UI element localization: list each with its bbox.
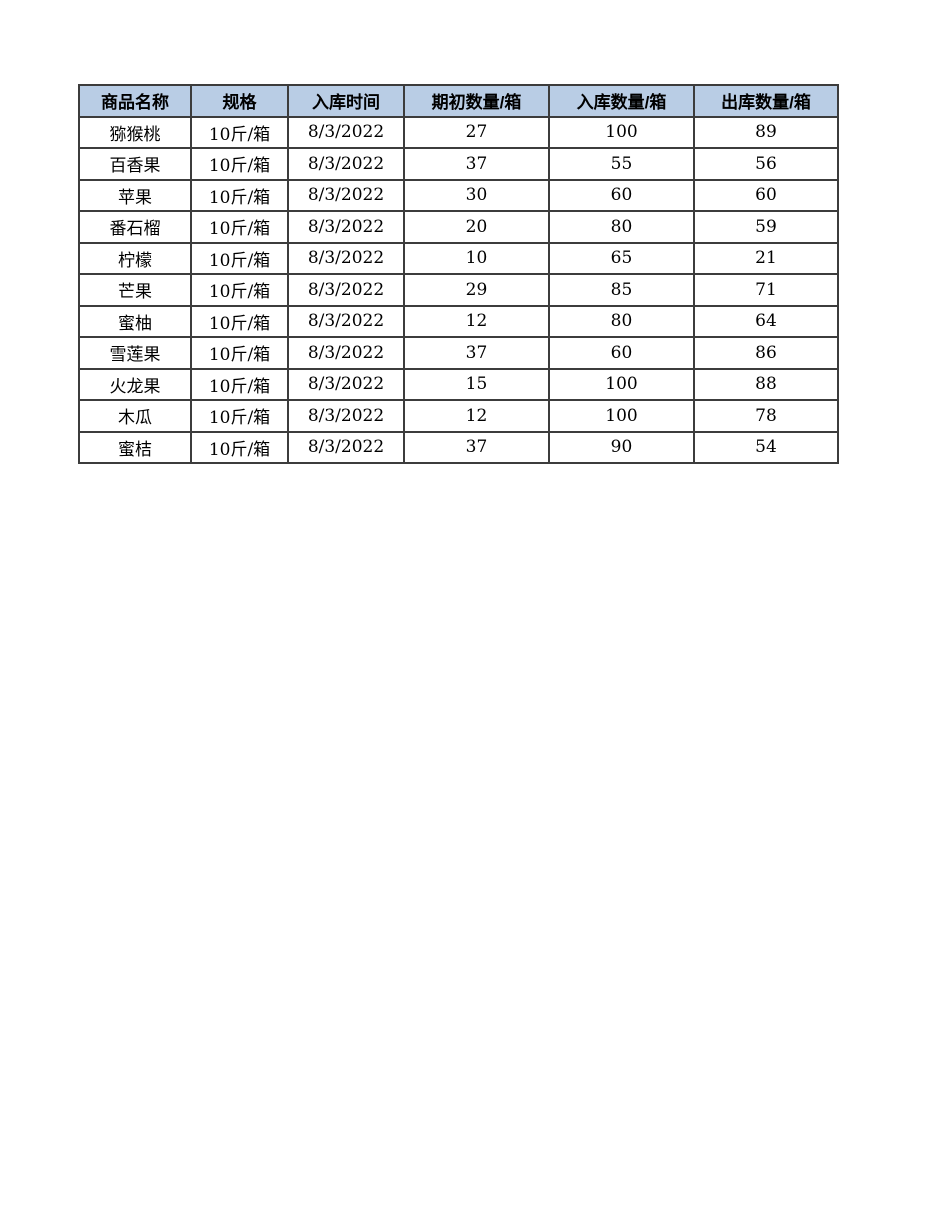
- table-cell: 100: [548, 399, 695, 433]
- table-cell: 37: [403, 147, 550, 181]
- column-header: 商品名称: [78, 84, 192, 118]
- table-cell: 65: [548, 241, 695, 275]
- table-cell: 71: [693, 273, 839, 307]
- table-cell: 10斤/箱: [190, 241, 289, 275]
- inventory-table: 商品名称 规格 入库时间 期初数量/箱 入库数量/箱 出库数量/箱 猕猴桃 10斤/箱 8/3…: [78, 84, 839, 464]
- table-row: 蜜柚 10斤/箱 8/3/2022 12 80 64: [78, 304, 839, 338]
- table-cell: 15: [403, 367, 550, 401]
- table-cell: 78: [693, 399, 839, 433]
- table-cell: 8/3/2022: [287, 178, 405, 212]
- table-cell: 12: [403, 399, 550, 433]
- column-header: 入库时间: [287, 84, 405, 118]
- table-cell: 60: [548, 336, 695, 370]
- table-cell: 8/3/2022: [287, 210, 405, 244]
- table-cell: 89: [693, 115, 839, 149]
- table-cell: 56: [693, 147, 839, 181]
- table-cell: 蜜柚: [78, 304, 192, 338]
- table-cell: 8/3/2022: [287, 367, 405, 401]
- table-cell: 37: [403, 336, 550, 370]
- table-cell: 8/3/2022: [287, 273, 405, 307]
- table-cell: 番石榴: [78, 210, 192, 244]
- table-cell: 10斤/箱: [190, 336, 289, 370]
- table-cell: 10斤/箱: [190, 147, 289, 181]
- column-header: 出库数量/箱: [693, 84, 839, 118]
- table-cell: 60: [693, 178, 839, 212]
- table-cell: 88: [693, 367, 839, 401]
- table-row: 蜜桔 10斤/箱 8/3/2022 37 90 54: [78, 430, 839, 464]
- table-cell: 8/3/2022: [287, 304, 405, 338]
- table-cell: 21: [693, 241, 839, 275]
- table-row: 猕猴桃 10斤/箱 8/3/2022 27 100 89: [78, 115, 839, 149]
- table-cell: 29: [403, 273, 550, 307]
- table-row: 木瓜 10斤/箱 8/3/2022 12 100 78: [78, 399, 839, 433]
- table-cell: 55: [548, 147, 695, 181]
- table-cell: 100: [548, 115, 695, 149]
- table-cell: 100: [548, 367, 695, 401]
- table-cell: 10斤/箱: [190, 430, 289, 464]
- table-cell: 20: [403, 210, 550, 244]
- column-header: 规格: [190, 84, 289, 118]
- table-cell: 10斤/箱: [190, 367, 289, 401]
- table-cell: 10斤/箱: [190, 273, 289, 307]
- table-cell: 80: [548, 304, 695, 338]
- table-row: 雪莲果 10斤/箱 8/3/2022 37 60 86: [78, 336, 839, 370]
- table-row: 芒果 10斤/箱 8/3/2022 29 85 71: [78, 273, 839, 307]
- table-cell: 8/3/2022: [287, 147, 405, 181]
- table-row: 苹果 10斤/箱 8/3/2022 30 60 60: [78, 178, 839, 212]
- table-cell: 12: [403, 304, 550, 338]
- table-cell: 60: [548, 178, 695, 212]
- table-cell: 59: [693, 210, 839, 244]
- table-cell: 木瓜: [78, 399, 192, 433]
- table-cell: 猕猴桃: [78, 115, 192, 149]
- table-cell: 蜜桔: [78, 430, 192, 464]
- table-row: 柠檬 10斤/箱 8/3/2022 10 65 21: [78, 241, 839, 275]
- table-cell: 30: [403, 178, 550, 212]
- header-row: 商品名称 规格 入库时间 期初数量/箱 入库数量/箱 出库数量/箱: [78, 84, 839, 118]
- table-cell: 90: [548, 430, 695, 464]
- table-cell: 64: [693, 304, 839, 338]
- table-cell: 10斤/箱: [190, 210, 289, 244]
- table-cell: 火龙果: [78, 367, 192, 401]
- table-cell: 54: [693, 430, 839, 464]
- table-cell: 10斤/箱: [190, 178, 289, 212]
- table-cell: 27: [403, 115, 550, 149]
- table-row: 火龙果 10斤/箱 8/3/2022 15 100 88: [78, 367, 839, 401]
- table-cell: 10斤/箱: [190, 304, 289, 338]
- table-cell: 百香果: [78, 147, 192, 181]
- table-cell: 37: [403, 430, 550, 464]
- table-cell: 10斤/箱: [190, 399, 289, 433]
- column-header: 入库数量/箱: [548, 84, 695, 118]
- table-cell: 芒果: [78, 273, 192, 307]
- table-cell: 80: [548, 210, 695, 244]
- column-header: 期初数量/箱: [403, 84, 550, 118]
- table-cell: 8/3/2022: [287, 399, 405, 433]
- table-cell: 8/3/2022: [287, 115, 405, 149]
- table-cell: 8/3/2022: [287, 336, 405, 370]
- table-cell: 8/3/2022: [287, 241, 405, 275]
- table-cell: 柠檬: [78, 241, 192, 275]
- table-cell: 雪莲果: [78, 336, 192, 370]
- table-cell: 86: [693, 336, 839, 370]
- table-cell: 10斤/箱: [190, 115, 289, 149]
- table-cell: 8/3/2022: [287, 430, 405, 464]
- table-row: 番石榴 10斤/箱 8/3/2022 20 80 59: [78, 210, 839, 244]
- table-cell: 苹果: [78, 178, 192, 212]
- table-cell: 85: [548, 273, 695, 307]
- table-cell: 10: [403, 241, 550, 275]
- table-row: 百香果 10斤/箱 8/3/2022 37 55 56: [78, 147, 839, 181]
